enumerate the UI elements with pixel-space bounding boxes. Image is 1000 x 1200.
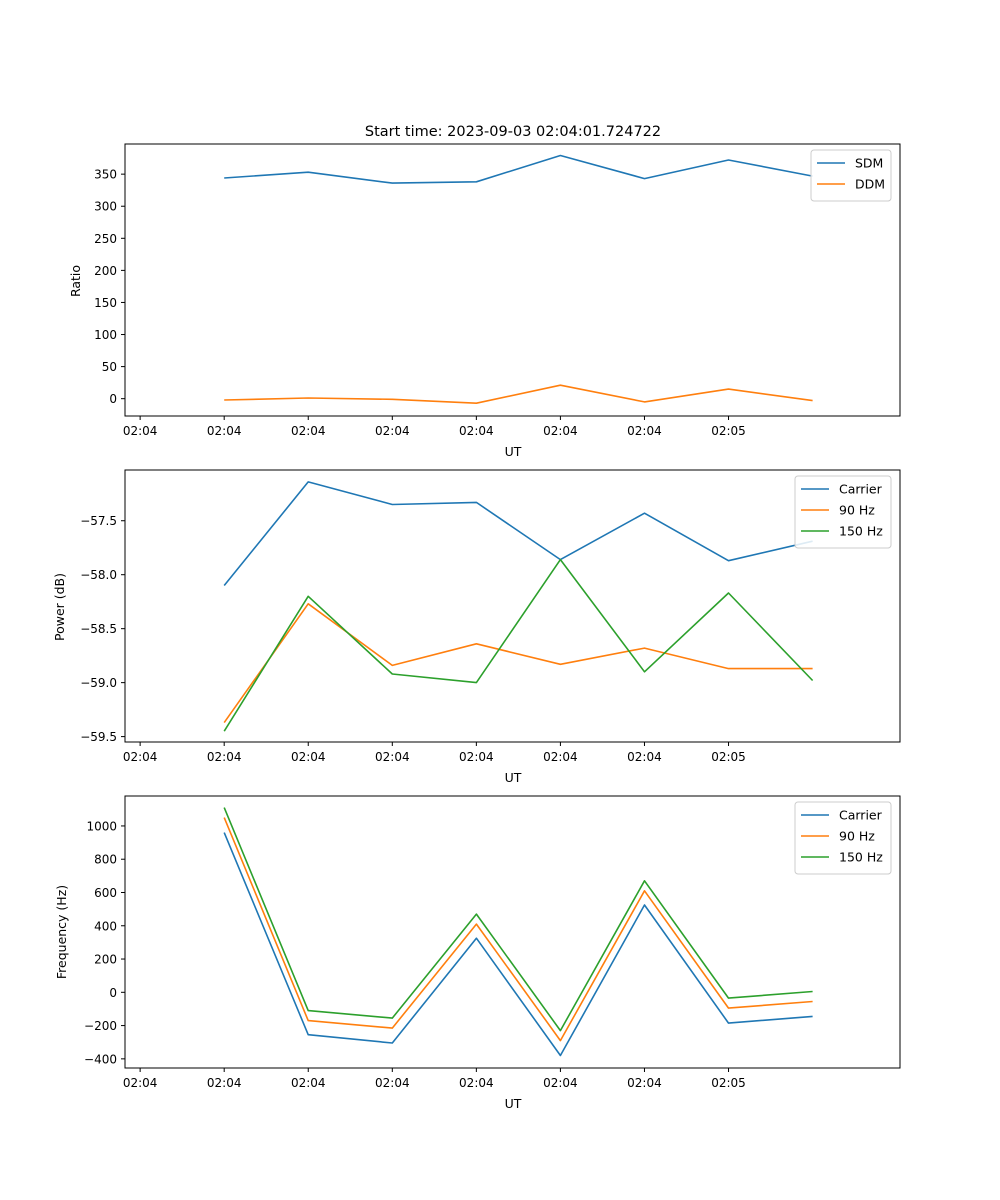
x-tick-label: 02:05	[711, 424, 746, 438]
x-tick-label: 02:04	[291, 750, 326, 764]
y-axis-label: Frequency (Hz)	[54, 885, 69, 979]
y-tick-label: 350	[94, 168, 117, 182]
legend-label: 150 Hz	[839, 850, 883, 865]
series-line-90-hz	[223, 817, 813, 1042]
y-tick-label: −57.5	[80, 514, 117, 528]
legend: SDM DDM	[810, 149, 892, 202]
y-tick-label: 0	[109, 986, 117, 1000]
y-tick-label: 200	[94, 264, 117, 278]
series-line-carrier	[223, 481, 813, 587]
x-tick-label: 02:04	[543, 424, 578, 438]
y-tick-label: 250	[94, 232, 117, 246]
y-tick-label: 300	[94, 200, 117, 214]
y-tick-label: −59.0	[80, 676, 117, 690]
legend-label: Carrier	[839, 482, 883, 497]
x-tick-label: 02:04	[627, 1076, 662, 1090]
x-tick-label: 02:04	[123, 750, 158, 764]
x-tick-label: 02:05	[711, 750, 746, 764]
y-tick-label: 100	[94, 328, 117, 342]
y-tick-label: 200	[94, 953, 117, 967]
x-tick-label: 02:04	[207, 424, 242, 438]
x-tick-label: 02:04	[123, 1076, 158, 1090]
series-line-sdm	[224, 154, 813, 184]
axes-frame	[124, 143, 901, 417]
y-tick-label: 50	[102, 360, 117, 374]
legend-box	[794, 801, 892, 875]
x-tick-label: 02:04	[207, 750, 242, 764]
series-line-90-hz	[223, 602, 813, 724]
legend-label: 90 Hz	[839, 829, 875, 844]
legend-label: SDM	[855, 156, 883, 171]
ratio-panel: Start time: 2023-09-03 02:04:01.724722 0…	[68, 124, 901, 459]
y-tick-label: −58.5	[80, 622, 117, 636]
x-tick-label: 02:04	[375, 1076, 410, 1090]
legend-label: Carrier	[839, 808, 883, 823]
x-tick-label: 02:04	[543, 750, 578, 764]
series-line-150-hz	[223, 558, 814, 732]
x-tick-label: 02:04	[375, 750, 410, 764]
y-tick-label: 800	[94, 853, 117, 867]
y-tick-label: 0	[109, 392, 117, 406]
legend-label: 90 Hz	[839, 503, 875, 518]
legend-label: DDM	[855, 177, 885, 192]
x-axis-label: UT	[505, 1096, 522, 1111]
x-tick-label: 02:05	[711, 1076, 746, 1090]
y-tick-label: −400	[84, 1052, 117, 1066]
power-plot-area: 02:04 02:04 02:04 02:04 02:04 02:04 02:04 02:05…	[80, 469, 901, 764]
x-tick-label: 02:04	[543, 1076, 578, 1090]
chart-title: Start time: 2023-09-03 02:04:01.724722	[365, 124, 661, 140]
legend-box	[794, 475, 892, 549]
x-tick-label: 02:04	[207, 1076, 242, 1090]
x-tick-label: 02:04	[291, 1076, 326, 1090]
series-line-150-hz	[223, 807, 813, 1032]
legend: Carrier 90 Hz 150 Hz	[794, 801, 892, 875]
x-tick-label: 02:04	[291, 424, 326, 438]
x-tick-label: 02:04	[459, 750, 494, 764]
x-tick-label: 02:04	[459, 424, 494, 438]
y-tick-label: −200	[84, 1019, 117, 1033]
power-panel: 02:04 02:04 02:04 02:04 02:04 02:04 02:04 02:05…	[52, 469, 901, 785]
frequency-panel: 02:04 02:04 02:04 02:04 02:04 02:04 02:04 02:05…	[54, 795, 901, 1111]
y-axis-label: Ratio	[68, 265, 83, 297]
axes-frame	[124, 469, 901, 743]
series-line-carrier	[223, 832, 813, 1057]
legend-label: 150 Hz	[839, 524, 883, 539]
axes-frame	[124, 795, 901, 1069]
frequency-plot-area: 02:04 02:04 02:04 02:04 02:04 02:04 02:04 02:05…	[84, 795, 901, 1090]
x-tick-label: 02:04	[627, 750, 662, 764]
y-tick-label: 150	[94, 296, 117, 310]
y-axis-label: Power (dB)	[52, 573, 67, 641]
y-tick-label: −58.0	[80, 568, 117, 582]
x-axis-label: UT	[505, 444, 522, 459]
x-tick-label: 02:04	[627, 424, 662, 438]
y-tick-label: 1000	[86, 819, 117, 833]
y-tick-label: −59.5	[80, 730, 117, 744]
x-tick-label: 02:04	[375, 424, 410, 438]
legend: Carrier 90 Hz 150 Hz	[794, 475, 892, 549]
x-tick-label: 02:04	[123, 424, 158, 438]
x-axis-label: UT	[505, 770, 522, 785]
y-tick-label: 400	[94, 919, 117, 933]
y-tick-label: 600	[94, 886, 117, 900]
x-tick-label: 02:04	[459, 1076, 494, 1090]
ratio-plot-area: 02:04 02:04 02:04 02:04 02:04 02:04 02:04 02:05…	[94, 143, 901, 438]
series-line-ddm	[224, 384, 813, 405]
